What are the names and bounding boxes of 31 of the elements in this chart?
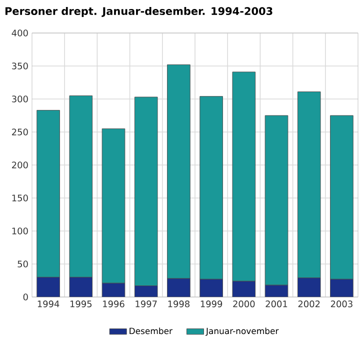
bar: [102, 283, 125, 297]
bar: [200, 279, 223, 297]
y-tick-label: 0: [23, 294, 28, 300]
y-tick-label: 50: [18, 260, 28, 268]
bar: [167, 278, 190, 297]
x-tick-label: 2003: [330, 300, 352, 308]
y-tick-label: 350: [12, 62, 28, 70]
x-tick-label: 1997: [136, 300, 157, 308]
x-tick-label: 2000: [233, 300, 255, 308]
bar: [330, 278, 354, 297]
x-tick-label: 1994: [38, 300, 60, 308]
legend-label: Januar-november: [206, 328, 279, 336]
x-tick-label: 1999: [200, 300, 222, 308]
x-tick-label: 1995: [70, 300, 92, 308]
bar: [232, 281, 256, 297]
chart-title: Personer drept. Januar-desember. 1994-2003: [5, 6, 272, 18]
bar: [134, 286, 158, 297]
legend-label: Desember: [130, 328, 172, 334]
bar: [298, 278, 321, 297]
x-tick-label: 2002: [298, 300, 320, 308]
y-tick-label: 150: [12, 194, 28, 202]
x-tick-label: 2001: [266, 300, 288, 308]
x-tick-label: 1996: [103, 300, 124, 308]
y-tick-label: 400: [12, 30, 28, 36]
y-tick-label: 250: [12, 128, 28, 136]
bar: [70, 277, 92, 297]
y-tick-label: 100: [12, 228, 28, 234]
y-tick-label: 300: [12, 96, 28, 102]
x-tick-label: 1998: [168, 300, 190, 308]
y-tick-label: 200: [12, 162, 28, 168]
bar: [36, 277, 60, 297]
